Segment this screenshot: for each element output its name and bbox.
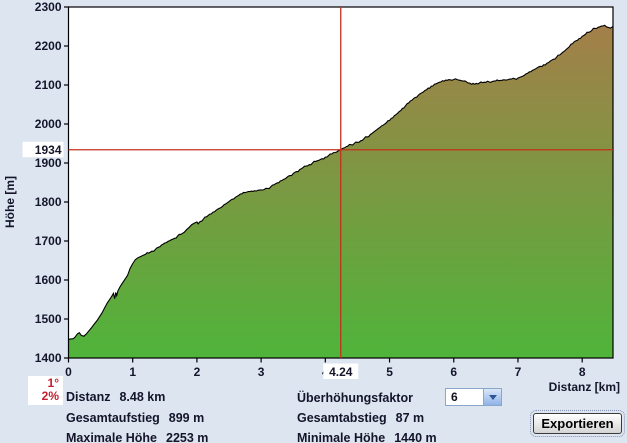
exaggeration-factor-value: 6: [451, 390, 458, 404]
total-descent-value: 87 m: [395, 411, 425, 425]
max-elevation-value: 2253 m: [166, 431, 209, 443]
slope-degrees: 1°: [47, 376, 59, 390]
y-tick-label: 1500: [35, 312, 62, 326]
y-tick-label: 1800: [35, 195, 62, 209]
x-tick-label: 7: [515, 365, 522, 379]
y-tick-label: 2300: [35, 0, 62, 14]
x-tick-label: 1: [129, 365, 136, 379]
x-tick-label: 3: [258, 365, 265, 379]
exaggeration-factor-select[interactable]: 6: [445, 388, 502, 406]
total-descent-row: Gesamtabstieg 87 m: [297, 411, 424, 425]
x-tick-label: 0: [65, 365, 72, 379]
max-elevation-label: Maximale Höhe: [66, 431, 158, 443]
distance-label: Distanz: [66, 390, 111, 404]
exaggeration-factor-label: Überhöhungsfaktor: [297, 391, 413, 405]
x-tick-label: 5: [386, 365, 393, 379]
min-elevation-value: 1440 m: [394, 431, 437, 443]
export-button[interactable]: Exportieren: [530, 410, 625, 437]
max-elevation-row: Maximale Höhe 2253 m: [66, 431, 208, 443]
crosshair-x-label: 4.24: [329, 365, 353, 379]
exaggeration-factor-row: Überhöhungsfaktor: [297, 391, 413, 405]
x-axis-title: Distanz [km]: [549, 380, 620, 394]
distance-value: 8.48 km: [119, 390, 166, 404]
distance-row: Distanz 8.48 km: [66, 390, 165, 404]
y-tick-label: 2000: [35, 117, 62, 131]
y-tick-label: 1900: [35, 156, 62, 170]
x-tick-label: 6: [450, 365, 457, 379]
total-ascent-label: Gesamtaufstieg: [66, 411, 160, 425]
slope-readout-badge: 1° 2%: [28, 376, 63, 405]
min-elevation-row: Minimale Höhe 1440 m: [297, 431, 437, 443]
y-tick-label: 1700: [35, 234, 62, 248]
dropdown-arrow-button[interactable]: [483, 389, 501, 405]
x-tick-label: 8: [579, 365, 586, 379]
y-tick-label: 2100: [35, 78, 62, 92]
x-tick-label: 2: [194, 365, 201, 379]
y-axis-title: Höhe [m]: [3, 176, 17, 228]
crosshair-y-label-box: [22, 141, 64, 158]
total-ascent-row: Gesamtaufstieg 899 m: [66, 411, 204, 425]
crosshair-y-label: 1934: [35, 143, 62, 157]
crosshair-x-label-box: [323, 363, 359, 379]
total-ascent-value: 899 m: [168, 411, 205, 425]
chevron-down-icon: [488, 394, 497, 400]
y-tick-label: 1400: [35, 351, 62, 365]
total-descent-label: Gesamtabstieg: [297, 411, 387, 425]
min-elevation-label: Minimale Höhe: [297, 431, 386, 443]
terrain-outline: [68, 24, 613, 341]
y-tick-label: 1600: [35, 273, 62, 287]
slope-percent: 2%: [41, 389, 59, 403]
y-tick-label: 2200: [35, 39, 62, 53]
